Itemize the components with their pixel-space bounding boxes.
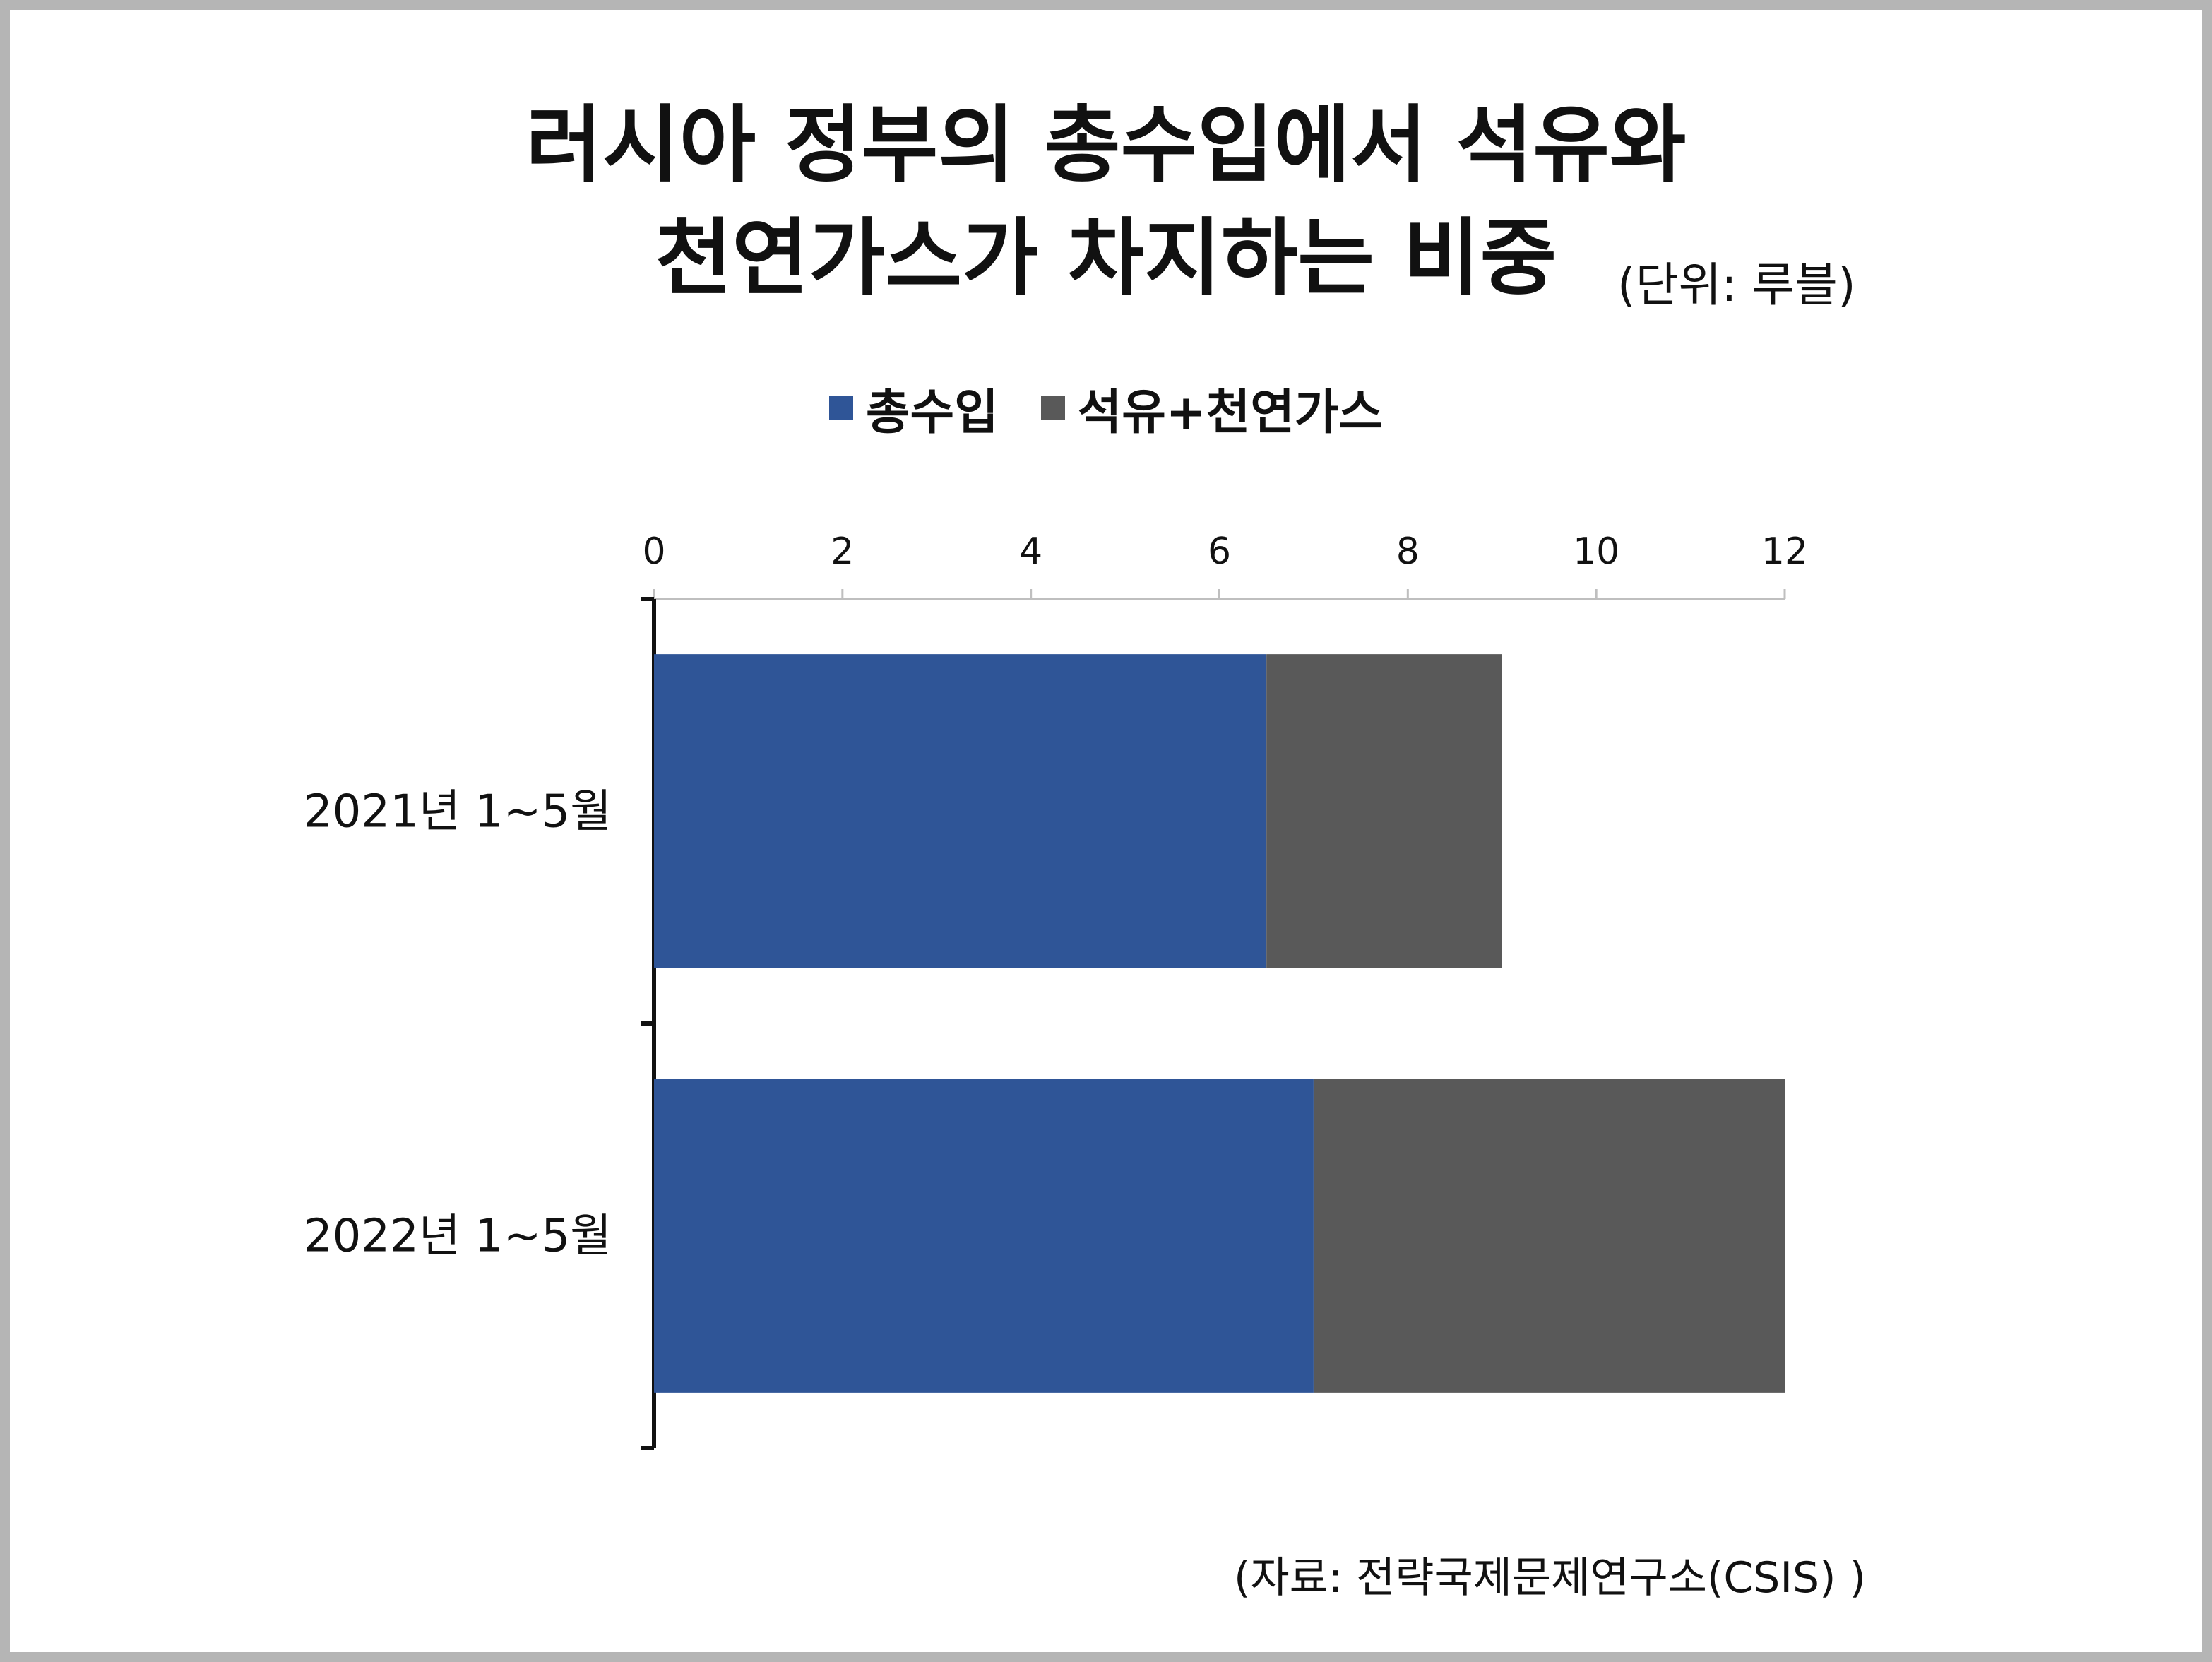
x-tick-label: 12 <box>1761 530 1808 573</box>
legend-label-total: 총수입 <box>865 385 999 441</box>
chart-title-line2: 천연가스가 차지하는 비중 <box>655 209 1557 307</box>
legend-label-oil-gas: 석유+천연가스 <box>1077 385 1384 441</box>
x-tick-label: 8 <box>1396 530 1420 573</box>
legend-item-total: 총수입 <box>828 373 999 443</box>
chart-title-line1: 러시아 정부의 총수입에서 석유와 <box>525 96 1687 194</box>
bar-total-1 <box>654 1079 1314 1393</box>
legend-item-oil-gas: 석유+천연가스 <box>1040 373 1384 443</box>
x-tick-label: 2 <box>831 530 854 573</box>
legend-swatch-oil-gas <box>1040 396 1065 420</box>
legend-swatch-total <box>828 396 853 420</box>
bar-oil-gas-1 <box>1313 1079 1785 1393</box>
bar-oil-gas-0 <box>1266 654 1502 968</box>
x-tick-label: 10 <box>1573 530 1619 573</box>
x-tick-label: 0 <box>642 530 665 573</box>
category-label: 2021년 1~5월 <box>304 786 612 838</box>
source-note: (자료: 전략국제문제연구소(CSIS) ) <box>1234 1553 1866 1603</box>
unit-label: (단위: 루블) <box>1617 258 1856 312</box>
bar-total-0 <box>654 654 1267 968</box>
x-tick-label: 6 <box>1208 530 1231 573</box>
x-tick-label: 4 <box>1019 530 1042 573</box>
category-label: 2022년 1~5월 <box>304 1211 612 1263</box>
legend: 총수입 석유+천연가스 <box>0 373 2212 443</box>
